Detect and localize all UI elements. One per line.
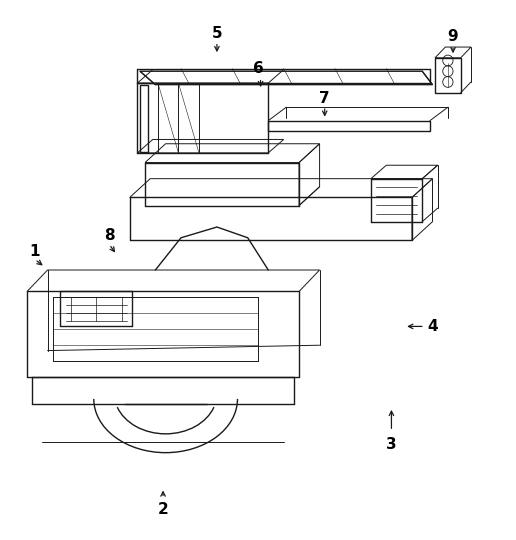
Text: 1: 1	[29, 244, 40, 259]
Text: 6: 6	[253, 61, 263, 76]
Text: 9: 9	[448, 29, 458, 44]
Text: 7: 7	[319, 91, 330, 106]
Text: 2: 2	[158, 502, 168, 517]
Text: 3: 3	[386, 437, 397, 452]
Text: 5: 5	[212, 26, 222, 41]
Text: 8: 8	[104, 227, 115, 242]
Text: 4: 4	[427, 319, 438, 334]
